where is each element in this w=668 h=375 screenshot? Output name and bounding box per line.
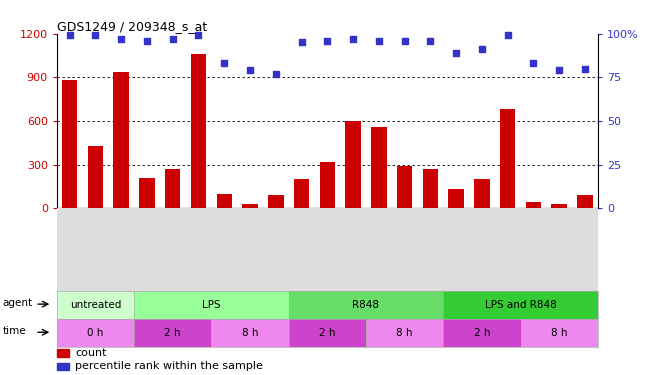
Bar (88, 146, 103, 208)
Bar (216, 194, 232, 208)
Text: count: count (75, 348, 107, 358)
Point (116, 36, 126, 42)
Bar (423, 169, 438, 208)
Text: time: time (3, 326, 27, 336)
Point (528, 60, 539, 66)
Text: percentile rank within the sample: percentile rank within the sample (75, 362, 263, 371)
Bar (191, 54, 206, 208)
Point (476, 46, 487, 53)
Text: 2 h: 2 h (164, 328, 181, 338)
Point (322, 38, 333, 44)
Bar (62, 80, 77, 208)
Text: 8 h: 8 h (396, 328, 413, 338)
Bar (57, 363, 69, 370)
Bar (139, 178, 155, 208)
Point (90, 33, 101, 39)
Text: 2 h: 2 h (474, 328, 490, 338)
Point (373, 38, 384, 44)
Point (399, 38, 410, 44)
Bar (397, 166, 412, 208)
Point (64, 33, 75, 39)
Bar (345, 121, 361, 208)
Text: 8 h: 8 h (551, 328, 567, 338)
Point (219, 60, 230, 66)
Point (271, 71, 281, 77)
Point (580, 66, 591, 72)
Point (348, 36, 359, 42)
Point (502, 33, 513, 39)
Text: 2 h: 2 h (319, 328, 335, 338)
Point (142, 38, 152, 44)
Text: 0 h: 0 h (88, 328, 104, 338)
Bar (500, 110, 516, 208)
Bar (577, 195, 593, 208)
Bar (319, 162, 335, 208)
Bar (526, 202, 541, 208)
Text: LPS: LPS (202, 300, 220, 310)
Point (451, 50, 462, 56)
Bar (165, 169, 180, 208)
Text: GDS1249 / 209348_s_at: GDS1249 / 209348_s_at (57, 20, 207, 33)
Bar (294, 179, 309, 208)
Point (554, 68, 564, 74)
Text: R848: R848 (353, 300, 379, 310)
Point (168, 36, 178, 42)
Text: untreated: untreated (69, 300, 121, 310)
Bar (474, 179, 490, 208)
Bar (242, 204, 258, 208)
Bar (114, 72, 129, 208)
Bar (448, 189, 464, 208)
Bar (57, 349, 69, 357)
Point (244, 68, 255, 74)
Text: LPS and R848: LPS and R848 (485, 300, 556, 310)
Text: 8 h: 8 h (242, 328, 259, 338)
Text: agent: agent (3, 298, 33, 308)
Point (296, 39, 307, 45)
Bar (552, 204, 567, 208)
Bar (371, 127, 387, 208)
Point (425, 38, 436, 44)
Point (193, 33, 204, 39)
Bar (268, 195, 283, 208)
